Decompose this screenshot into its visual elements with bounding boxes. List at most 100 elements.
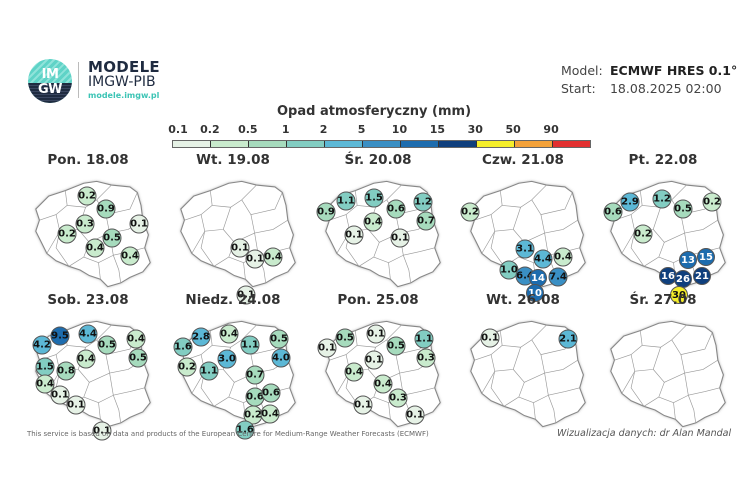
precip-marker: 0.9: [96, 199, 116, 219]
precip-marker: 9.5: [50, 326, 70, 346]
precip-marker: 2.1: [558, 329, 578, 349]
day-panel: Czw. 21.08 0.2 3.1 4.4 0.4 1.0 6.4 14 7.4 10: [453, 152, 593, 302]
precip-marker: 7.4: [548, 267, 568, 287]
color-bar-segment: [363, 141, 401, 147]
precip-marker: 0.1: [92, 421, 112, 441]
precip-marker: 0.4: [219, 324, 239, 344]
precip-marker: 30: [670, 286, 688, 304]
precip-marker: 0.5: [102, 228, 122, 248]
precip-marker: 1.1: [414, 329, 434, 349]
precip-marker: 0.9: [316, 202, 336, 222]
color-bar-segment: [477, 141, 515, 147]
precip-marker: 0.5: [97, 335, 117, 355]
day-title: Sob. 23.08: [47, 292, 129, 308]
start-label: Start:: [561, 81, 596, 96]
start-value: 18.08.2025 02:00: [609, 81, 722, 96]
precip-marker: 1.1: [336, 191, 356, 211]
precip-marker: 0.5: [128, 348, 148, 368]
precip-marker: 1.6: [235, 420, 255, 440]
precip-marker: 1.6: [173, 337, 193, 357]
brand-title: MODELE: [88, 58, 160, 76]
day-title: Wt. 19.08: [196, 152, 270, 168]
day-panel: Śr. 20.08 0.9 1.1 1.5 0.6 1.2 0.4 0.7 0.1 0.1: [308, 152, 448, 292]
legend-tick: 90: [543, 123, 559, 136]
day-panel: Pon. 25.08 0.1 0.5 0.1 0.5 1.1 0.1 0.3 0.4 0.4 0.3…: [308, 292, 448, 432]
day-title: Śr. 20.08: [344, 152, 412, 168]
precip-marker: 0.1: [364, 350, 384, 370]
day-title: Pt. 22.08: [628, 152, 698, 168]
legend-tick: 0.5: [238, 123, 258, 136]
precip-marker: 0.8: [56, 361, 76, 381]
precip-marker: 1.1: [199, 361, 219, 381]
day-panel: Sob. 23.08 4.2 9.5 4.4 0.5 0.4 0.4 0.5 1.5 0.8 0.4…: [18, 292, 158, 441]
precip-marker: 0.2: [57, 224, 77, 244]
day-panel: Niedz. 24.08 1.6 2.8 0.4 1.1 0.5 3.0 4.0 0.2 1.1 0…: [163, 292, 303, 440]
precip-marker: 0.1: [245, 249, 265, 269]
precip-marker: 0.3: [75, 214, 95, 234]
precip-marker: 0.2: [77, 186, 97, 206]
precip-marker: 0.4: [120, 246, 140, 266]
precip-marker: 0.1: [129, 214, 149, 234]
precip-marker: 0.4: [263, 247, 283, 267]
precip-marker: 0.5: [673, 199, 693, 219]
day-title: Niedz. 24.08: [185, 292, 281, 308]
day-panel: Śr. 27.08: [593, 292, 733, 432]
precip-marker: 0.7: [245, 365, 265, 385]
precip-marker: 0.1: [480, 328, 500, 348]
precip-marker: 15: [697, 248, 715, 266]
legend-tick: 30: [467, 123, 483, 136]
day-title: Czw. 21.08: [482, 152, 564, 168]
precip-marker: 0.6: [261, 383, 281, 403]
day-panel: Wt. 26.08 0.1 2.1: [453, 292, 593, 432]
precip-marker: 0.1: [353, 395, 373, 415]
precip-marker: 0.4: [373, 374, 393, 394]
precip-marker: 0.5: [386, 336, 406, 356]
legend-ticks: 0.1 0.2 0.5 1 2 5 10 15 30 50 90: [0, 123, 748, 137]
precip-marker: 0.2: [460, 202, 480, 222]
brand-subtitle: IMGW-PIB: [88, 74, 156, 90]
precip-marker: 0.1: [236, 285, 256, 305]
model-value: ECMWF HRES 0.1°: [609, 63, 738, 78]
color-bar-segment: [173, 141, 211, 147]
legend-tick: 0.2: [200, 123, 220, 136]
legend-tick: 50: [505, 123, 521, 136]
precip-marker: 0.6: [386, 199, 406, 219]
precip-marker: 0.2: [702, 192, 722, 212]
precip-marker: 0.1: [390, 228, 410, 248]
precip-marker: 0.4: [76, 349, 96, 369]
legend-tick: 15: [429, 123, 446, 136]
precip-marker: 0.1: [405, 405, 425, 425]
precip-marker: 0.3: [416, 348, 436, 368]
day-panel: Pt. 22.08 0.6 2.9 1.2 0.5 0.2 0.2 13 15 16 26 21 30: [593, 152, 733, 304]
author-credit: Wizualizacja danych: dr Alan Mandal: [557, 428, 732, 439]
precip-marker: 1.2: [652, 189, 672, 209]
legend-tick: 10: [391, 123, 408, 136]
legend-tick: 0.1: [168, 123, 188, 136]
color-bar-segment: [325, 141, 363, 147]
precip-marker: 0.4: [260, 404, 280, 424]
logo-text-top: IM: [41, 67, 59, 82]
logo-text-bottom: GW: [37, 82, 63, 97]
precip-marker: 0.1: [366, 324, 386, 344]
precip-marker: 0.1: [344, 225, 364, 245]
day-title: Pon. 18.08: [47, 152, 129, 168]
precip-marker: 1.5: [364, 188, 384, 208]
ecmwf-credit: This service is based on data and produc…: [27, 430, 429, 438]
precip-marker: 0.5: [269, 329, 289, 349]
precip-marker: 4.4: [78, 324, 98, 344]
precip-marker: 4.0: [271, 348, 291, 368]
precip-marker: 0.1: [230, 238, 250, 258]
precip-marker: 21: [693, 267, 711, 285]
precip-marker: 0.4: [85, 238, 105, 258]
day-title: Śr. 27.08: [629, 292, 697, 308]
precip-marker: 0.2: [177, 357, 197, 377]
day-panel: Pon. 18.08 0.2 0.9 0.3 0.1 0.2 0.5 0.4 0.4: [18, 152, 158, 292]
precip-marker: 10: [526, 284, 544, 302]
precip-marker: 0.4: [35, 374, 55, 394]
legend-tick: 1: [281, 123, 290, 136]
color-bar-segment: [515, 141, 553, 147]
poland-map: [610, 320, 726, 428]
color-bar-segment: [211, 141, 249, 147]
precip-marker: 2.9: [620, 192, 640, 212]
brand-url-link[interactable]: modele.imgw.pl: [88, 91, 160, 100]
